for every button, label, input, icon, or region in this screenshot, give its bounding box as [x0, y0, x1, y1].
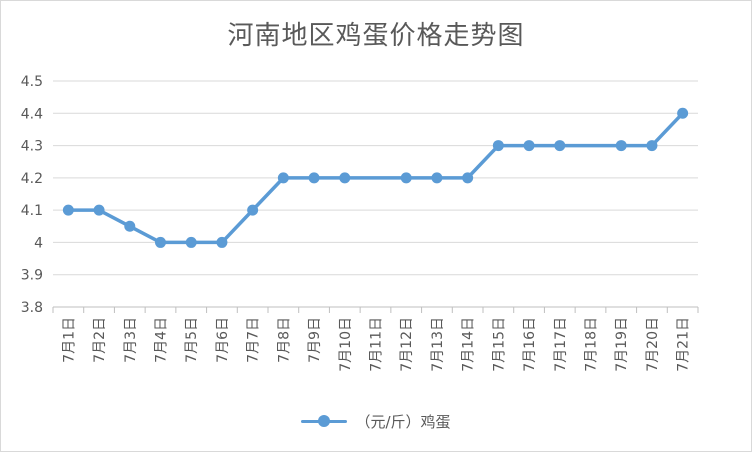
data-point [277, 172, 289, 184]
data-point [400, 172, 412, 184]
y-tick-label: 4.5 [21, 74, 43, 90]
data-point [308, 172, 320, 184]
legend-line-marker-icon [301, 414, 348, 428]
data-point [124, 220, 136, 232]
x-tick-label: 7月5日 [184, 317, 200, 363]
legend-label: （元/斤）鸡蛋 [355, 412, 451, 431]
y-tick-label: 3.8 [21, 300, 43, 316]
data-point [646, 140, 658, 152]
data-point [431, 172, 443, 184]
x-tick-label: 7月15日 [491, 317, 507, 372]
x-tick-label: 7月17日 [553, 317, 569, 372]
y-tick-label: 4 [34, 235, 43, 251]
data-point [247, 204, 259, 216]
chart-legend: （元/斤）鸡蛋 [1, 407, 751, 435]
x-tick-label: 7月12日 [399, 317, 415, 372]
x-tick-label: 7月10日 [338, 317, 354, 372]
y-tick-label: 4.1 [21, 203, 43, 219]
data-point [185, 236, 197, 248]
x-tick-label: 7月8日 [276, 317, 292, 363]
y-tick-label: 4.4 [21, 106, 43, 122]
x-tick-label: 7月7日 [246, 317, 262, 363]
data-point [523, 140, 535, 152]
x-tick-label: 7月4日 [154, 317, 170, 363]
x-tick-label: 7月21日 [676, 317, 692, 372]
x-tick-label: 7月18日 [584, 317, 600, 372]
x-tick-label: 7月3日 [123, 317, 139, 363]
x-tick-label: 7月9日 [307, 317, 323, 363]
data-point [216, 236, 228, 248]
y-tick-label: 4.2 [21, 171, 43, 187]
x-tick-label: 7月16日 [522, 317, 538, 372]
x-tick-label: 7月1日 [61, 317, 77, 363]
data-point [339, 172, 351, 184]
y-tick-label: 3.9 [21, 268, 43, 284]
x-tick-label: 7月19日 [614, 317, 630, 372]
x-tick-label: 7月2日 [92, 317, 108, 363]
data-point [62, 204, 74, 216]
x-tick-label: 7月20日 [645, 317, 661, 372]
x-tick-label: 7月11日 [369, 317, 385, 372]
data-point [93, 204, 105, 216]
data-point [554, 140, 566, 152]
data-point [492, 140, 504, 152]
x-tick-label: 7月13日 [430, 317, 446, 372]
data-point [155, 236, 166, 248]
data-point [462, 172, 474, 184]
chart-title: 河南地区鸡蛋价格走势图 [227, 21, 525, 51]
y-tick-label: 4.3 [21, 139, 43, 155]
data-point [677, 107, 689, 119]
x-tick-label: 7月6日 [215, 317, 231, 363]
data-point [615, 140, 627, 152]
x-tick-label: 7月14日 [461, 317, 477, 372]
